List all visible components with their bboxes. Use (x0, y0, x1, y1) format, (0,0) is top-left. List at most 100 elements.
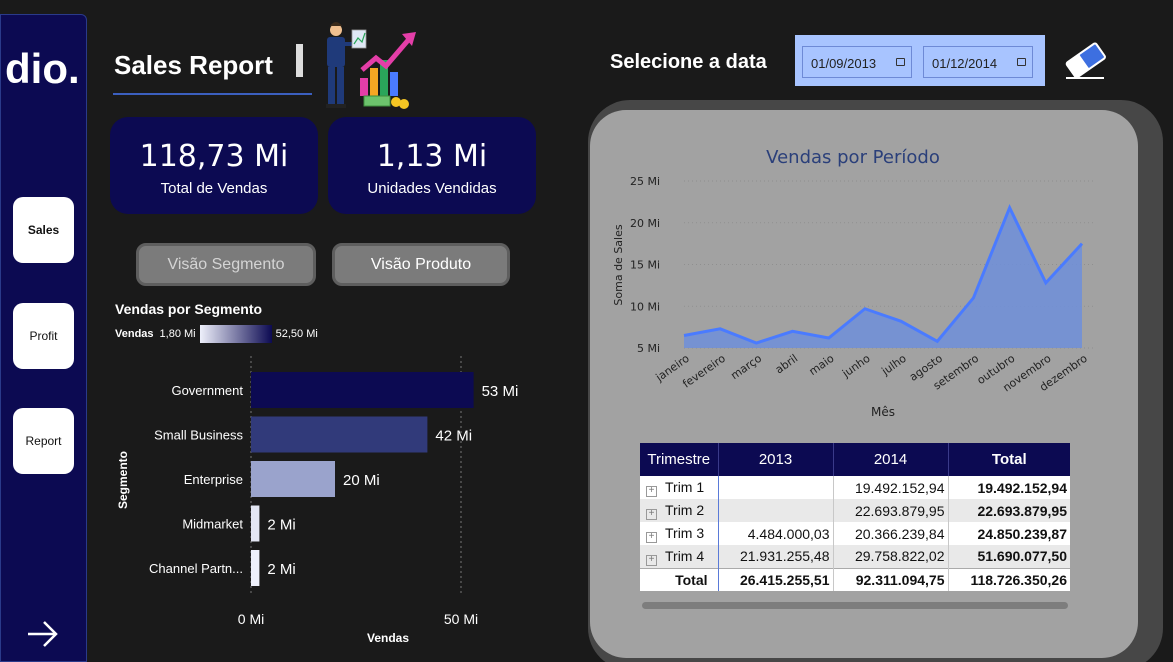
expand-icon[interactable]: + (646, 509, 657, 520)
start-date-value: 01/09/2013 (811, 56, 877, 71)
legend-gradient (199, 325, 272, 343)
x-axis-title: Mês (871, 405, 895, 419)
bar (251, 550, 260, 586)
row-header[interactable]: + Trim 4 (640, 545, 719, 568)
segment-chart-legend: Vendas 1,80 Mi 52,50 Mi (115, 325, 318, 343)
legend-label: Vendas (115, 328, 154, 340)
segment-view-button[interactable]: Visão Segmento (136, 243, 316, 286)
kpi-label: Unidades Vendidas (367, 180, 497, 197)
start-date-input[interactable]: 01/09/2013 (802, 46, 912, 78)
cell: 22.693.879,95 (947, 499, 1070, 522)
cell: 118.726.350,26 (947, 567, 1070, 591)
table-total-row: Total 26.415.255,51 92.311.094,75 118.72… (640, 567, 1070, 591)
segment-chart-title: Vendas por Segmento (115, 301, 263, 317)
sidebar-item-profit[interactable]: Profit (13, 303, 74, 369)
x-tick-label: abril (773, 352, 800, 377)
svg-text:dio.: dio. (5, 45, 80, 92)
table-row: + Trim 4 21.931.255,48 29.758.822,02 51.6… (640, 545, 1070, 568)
cell: 22.693.879,95 (832, 499, 948, 522)
column-header[interactable]: Trimestre (640, 443, 718, 476)
calendar-icon[interactable] (896, 58, 905, 66)
date-range-slicer: 01/09/2013 01/12/2014 (795, 35, 1045, 86)
chart-title: Vendas por Período (766, 147, 940, 168)
category-label: Government (171, 383, 243, 398)
row-header: Total (640, 567, 719, 591)
row-label: Trim 2 (665, 502, 705, 518)
sidebar-item-label: Report (25, 434, 62, 448)
x-axis-title: Vendas (367, 631, 409, 645)
bar (251, 505, 260, 542)
expand-icon[interactable]: + (646, 486, 657, 497)
category-label: Small Business (154, 428, 243, 443)
title-accent-bar (296, 44, 303, 77)
kpi-label: Total de Vendas (160, 180, 268, 197)
product-view-button[interactable]: Visão Produto (332, 243, 510, 286)
sidebar-item-label: Profit (29, 329, 58, 343)
end-date-input[interactable]: 01/12/2014 (923, 46, 1033, 78)
column-header[interactable]: 2014 (832, 443, 948, 476)
cell: 20.366.239,84 (832, 522, 948, 545)
table-header-row: Trimestre 2013 2014 Total (640, 443, 1070, 476)
data-label: 20 Mi (343, 472, 380, 489)
row-header[interactable]: + Trim 2 (640, 499, 719, 522)
cell: 24.850.239,87 (947, 522, 1070, 545)
y-tick-label: 10 Mi (630, 300, 660, 313)
row-label: Trim 4 (665, 547, 705, 564)
sidebar: dio. Sales Profit Report (0, 14, 87, 662)
dio-logo: dio. (5, 45, 80, 92)
category-label: Channel Partn... (149, 561, 243, 576)
quarter-matrix-table: Trimestre 2013 2014 Total + Trim 1 19.492… (640, 443, 1070, 591)
expand-icon[interactable]: + (646, 554, 657, 566)
title-underline (113, 93, 312, 95)
data-label: 42 Mi (435, 428, 472, 445)
segment-bar-chart: 0 Mi 50 Mi Government 53 Mi Small Business 42… (116, 356, 519, 645)
legend-min: 1,80 Mi (159, 328, 196, 340)
area-fill (684, 207, 1082, 348)
data-label: 2 Mi (267, 517, 295, 534)
x-tick-label: 50 Mi (444, 611, 478, 627)
sidebar-item-sales[interactable]: Sales (13, 197, 74, 263)
x-tick-label: julho (879, 352, 909, 379)
legend-max: 52,50 Mi (275, 328, 318, 340)
category-label: Enterprise (184, 472, 243, 487)
cell (717, 476, 833, 499)
cell (717, 499, 833, 522)
cell: 21.931.255,48 (717, 545, 833, 568)
data-label: 2 Mi (267, 561, 295, 578)
arrow-right-icon[interactable] (25, 619, 61, 649)
kpi-card-units-sold: 1,13 Mi Unidades Vendidas (328, 117, 536, 214)
kpi-card-total-sales: 118,73 Mi Total de Vendas (110, 117, 318, 214)
cell: 19.492.152,94 (832, 476, 948, 499)
cell: 92.311.094,75 (832, 567, 948, 591)
y-tick-label: 25 Mi (630, 175, 660, 188)
data-label: 53 Mi (482, 383, 519, 400)
column-header[interactable]: 2013 (717, 443, 833, 476)
bar (251, 372, 474, 408)
cell: 29.758.822,02 (832, 545, 948, 568)
column-header[interactable]: Total (947, 443, 1070, 476)
cell: 51.690.077,50 (947, 545, 1070, 568)
date-filter-title: Selecione a data (610, 51, 767, 73)
eraser-icon[interactable] (1062, 40, 1108, 82)
sidebar-item-report[interactable]: Report (13, 408, 74, 474)
expand-icon[interactable]: + (646, 532, 657, 543)
x-tick-label: junho (839, 352, 873, 381)
page-title: Sales Report (114, 50, 273, 80)
cell: 26.415.255,51 (717, 567, 833, 591)
row-header[interactable]: + Trim 3 (640, 522, 719, 545)
horizontal-scrollbar[interactable] (642, 602, 1068, 609)
y-axis-title: Soma de Sales (612, 224, 625, 305)
x-tick-label: março (728, 352, 764, 383)
x-tick-label: maio (807, 352, 837, 378)
y-tick-label: 15 Mi (630, 259, 660, 272)
row-header[interactable]: + Trim 1 (640, 476, 719, 499)
calendar-icon[interactable] (1017, 58, 1026, 66)
sales-growth-illustration (326, 22, 416, 109)
kpi-value: 1,13 Mi (376, 139, 488, 174)
cell: 19.492.152,94 (947, 476, 1070, 499)
bar (251, 461, 335, 497)
y-tick-label: 5 Mi (637, 342, 660, 355)
kpi-value: 118,73 Mi (139, 139, 289, 174)
row-label: Trim 1 (665, 479, 705, 495)
table-row: + Trim 1 19.492.152,94 19.492.152,94 (640, 476, 1070, 499)
